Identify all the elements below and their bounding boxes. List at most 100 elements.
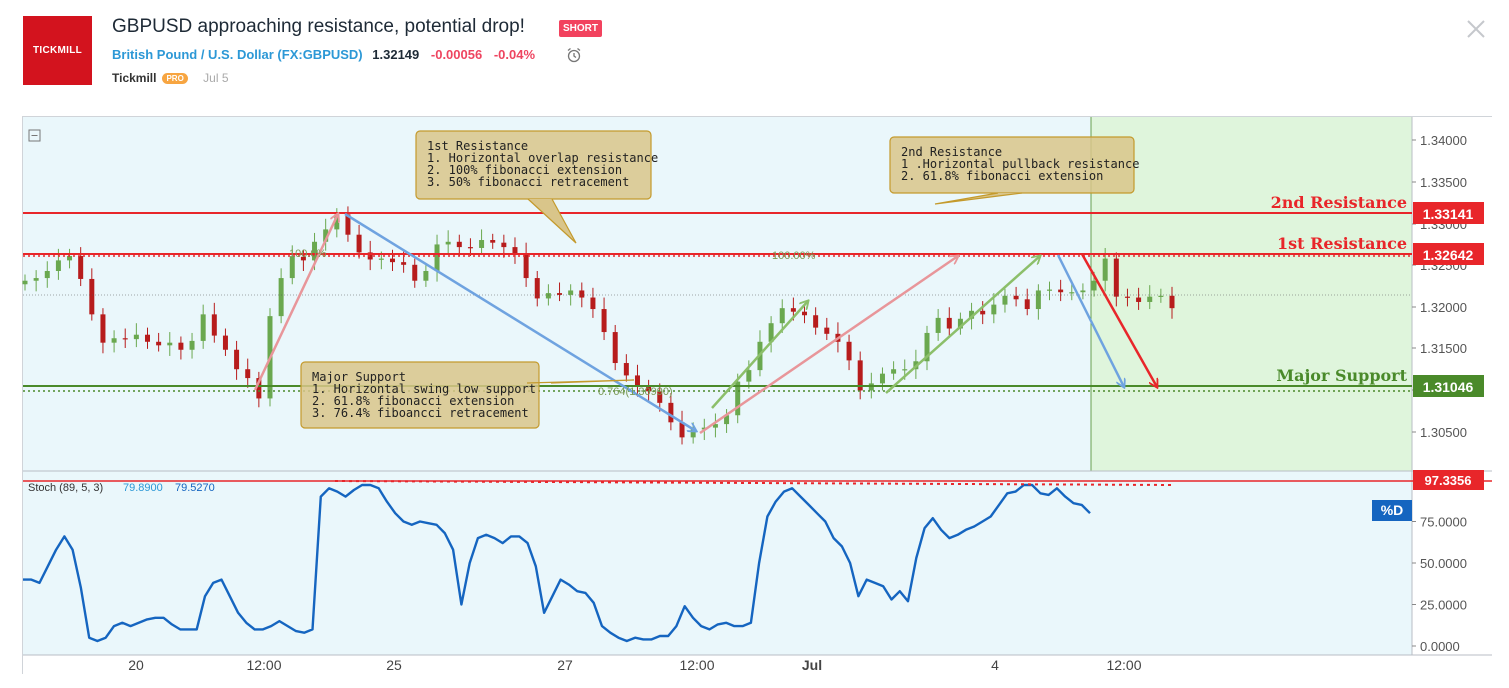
price-tick-label: 1.34000 — [1420, 133, 1467, 148]
trend-arrow — [885, 256, 1040, 394]
trend-arrow — [344, 212, 696, 431]
time-tick-label: 12:00 — [246, 657, 281, 673]
stoch-line — [23, 483, 1091, 643]
alarm-clock-icon[interactable] — [566, 47, 582, 63]
candle-body — [824, 327, 830, 334]
candle-body — [1136, 297, 1142, 302]
candle-body — [802, 311, 808, 316]
candle-body — [634, 375, 640, 387]
level-label: 2nd Resistance — [1271, 193, 1407, 212]
candle-body — [245, 369, 251, 379]
candle-body — [623, 363, 629, 376]
stoch-tick-label: 0.0000 — [1420, 639, 1460, 654]
candle-body — [523, 254, 529, 279]
candle-body — [222, 335, 228, 350]
trend-arrow — [1080, 253, 1157, 387]
trend-arrow — [699, 256, 958, 435]
fib-label: 100.0% — [289, 248, 327, 260]
minus-square-icon — [28, 129, 41, 142]
price-tick-label: 1.31500 — [1420, 341, 1467, 356]
candle-body — [601, 309, 607, 333]
stoch-value-k: 79.8900 — [123, 482, 163, 494]
candle-body — [412, 264, 418, 281]
annotation-line: 2. 61.8% fibonacci extension — [312, 394, 514, 408]
candle-body — [1069, 292, 1075, 294]
candle-body — [980, 310, 986, 315]
candle-body — [55, 260, 61, 271]
candle-body — [735, 381, 741, 416]
candle-body — [200, 314, 206, 341]
candle-body — [44, 270, 50, 279]
level-value: 1.32642 — [1423, 247, 1474, 263]
candle-body — [1169, 295, 1175, 309]
candle-body — [991, 304, 997, 315]
candle-body — [790, 308, 796, 312]
candle-body — [1113, 258, 1119, 297]
close-icon[interactable] — [1463, 16, 1489, 42]
candle-body — [289, 256, 295, 279]
time-tick-label: 25 — [386, 657, 402, 673]
candle-body — [167, 342, 173, 346]
level-value-tag — [1413, 375, 1484, 397]
candle-body — [1024, 299, 1030, 310]
stoch-title: Stoch (89, 5, 3) — [28, 482, 103, 494]
candle-body — [490, 240, 496, 243]
annotation-title: Major Support — [312, 370, 406, 384]
candle-body — [879, 373, 885, 384]
annotation-box — [300, 361, 540, 429]
candle-body — [456, 241, 462, 248]
stoch-series-label: %D — [1381, 502, 1404, 518]
candle-body — [568, 290, 574, 295]
time-axis-bg — [23, 655, 1492, 674]
annotation-line: 1. Horizontal swing low support — [312, 382, 536, 396]
level-value: 1.31046 — [1423, 379, 1474, 395]
annotation-title: 1st Resistance — [427, 139, 528, 153]
symbol-line: British Pound / U.S. Dollar (FX:GBPUSD) … — [112, 47, 535, 62]
candle-body — [768, 323, 774, 342]
candle-body — [178, 342, 184, 350]
candle-body — [423, 270, 429, 281]
candle-body — [1013, 295, 1019, 300]
candle-body — [467, 247, 473, 249]
price-change-pct: -0.04% — [493, 47, 536, 62]
candle-body — [646, 386, 652, 392]
candle-body — [690, 429, 696, 438]
candle-body — [590, 297, 596, 310]
trend-arrow — [253, 214, 338, 391]
candle-body — [724, 415, 730, 425]
level-value-tag — [1413, 202, 1484, 224]
candle-body — [1147, 296, 1153, 302]
candle-body — [234, 349, 240, 370]
candle-body — [100, 314, 106, 343]
trend-arrow — [711, 301, 808, 409]
symbol-code[interactable]: (FX:GBPUSD) — [277, 47, 363, 62]
candle-body — [256, 378, 262, 399]
stoch-tick-label: 75.0000 — [1420, 515, 1467, 530]
candle-body — [1035, 290, 1041, 310]
short-badge: SHORT — [559, 20, 602, 37]
candle-body — [389, 258, 395, 263]
candle-body — [1080, 290, 1086, 293]
annotation-line: 2. 100% fibonacci extension — [427, 163, 622, 177]
candle-body — [401, 262, 407, 265]
candle-body — [679, 422, 685, 438]
author-name[interactable]: Tickmill — [112, 71, 157, 85]
candle-body — [946, 317, 952, 329]
candle-body — [67, 255, 73, 261]
publish-date: Jul 5 — [203, 71, 229, 85]
candle-body — [156, 341, 162, 346]
candle-body — [356, 234, 362, 253]
fib-label: 0.764(1.30990) — [598, 386, 673, 398]
price-tick-label: 1.33500 — [1420, 175, 1467, 190]
candle-body — [891, 369, 897, 374]
symbol-name[interactable]: British Pound / U.S. Dollar — [112, 47, 274, 62]
candle-body — [501, 242, 507, 248]
stoch-tick-label: 25.0000 — [1420, 598, 1467, 613]
time-tick-label: 12:00 — [1106, 657, 1141, 673]
level-label: 1st Resistance — [1277, 234, 1407, 253]
candle-body — [323, 229, 329, 242]
time-tick-label: 27 — [557, 657, 573, 673]
trend-arrow — [1056, 254, 1124, 387]
stoch-series-tag — [1372, 500, 1412, 521]
